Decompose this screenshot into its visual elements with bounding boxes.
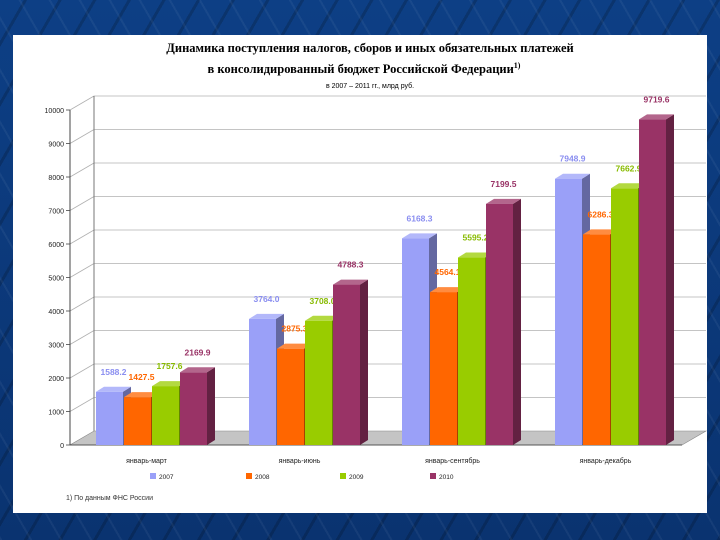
gridline-side <box>69 296 95 312</box>
y-tick-label: 6000 <box>48 242 64 249</box>
gridline-side <box>69 330 95 345</box>
bar-side <box>207 367 215 445</box>
chart-title-line-1: Динамика поступления налогов, сборов и и… <box>166 41 573 55</box>
bar-top <box>124 392 159 398</box>
bar-group <box>486 198 521 445</box>
bar-group <box>333 279 368 445</box>
data-label: 3708.0 <box>310 296 336 306</box>
bar <box>305 320 332 445</box>
bar-top <box>96 386 131 392</box>
y-tick-label: 9000 <box>48 142 64 149</box>
bar-top <box>402 233 437 239</box>
data-label: 6168.3 <box>407 213 433 223</box>
bar-top <box>458 252 493 258</box>
data-label: 1757.6 <box>157 361 183 371</box>
gridline-side <box>69 196 95 211</box>
data-label: 7948.9 <box>560 154 586 164</box>
x-category-label: январь-июнь <box>279 458 321 465</box>
bar <box>152 386 179 445</box>
data-label: 7662.9 <box>616 163 642 173</box>
y-tick-label: 0 <box>60 443 64 450</box>
y-tick-label: 8000 <box>48 175 64 182</box>
data-label: 2875.3 <box>282 324 308 334</box>
data-label: 9719.6 <box>644 94 670 104</box>
x-category-label: январь-сентябрь <box>425 457 480 465</box>
x-category-label: январь-декабрь <box>580 457 632 465</box>
bar-top <box>639 114 674 120</box>
bar <box>555 178 582 445</box>
data-label: 1588.2 <box>101 367 127 377</box>
y-tick-label: 4000 <box>48 309 64 316</box>
bar <box>458 257 485 445</box>
gridline-side <box>69 363 95 379</box>
bar-top <box>277 343 312 349</box>
bar <box>611 188 638 445</box>
bar-top <box>249 313 284 319</box>
bar-top <box>486 198 521 204</box>
data-label: 1427.5 <box>129 372 155 382</box>
gridline-side <box>69 263 95 278</box>
bar-side <box>360 279 368 445</box>
x-category-label: январь-март <box>126 458 168 465</box>
bar <box>402 238 429 445</box>
chart-footnote: 1) По данным ФНС России <box>66 495 153 502</box>
y-tick-label: 3000 <box>48 343 64 350</box>
bar-side <box>513 198 521 445</box>
legend-label: 2007 <box>159 474 174 481</box>
bar-side <box>666 114 674 445</box>
data-label: 3764.0 <box>254 294 280 304</box>
legend-swatch <box>150 473 156 479</box>
y-tick-label: 2000 <box>48 376 64 383</box>
data-label: 5595.2 <box>463 233 489 243</box>
data-label: 7199.5 <box>491 179 517 189</box>
bar <box>124 397 151 445</box>
legend-swatch <box>246 473 252 479</box>
legend-label: 2008 <box>255 474 270 481</box>
data-label: 6286.3 <box>588 209 614 219</box>
bar-top <box>430 287 465 293</box>
chart-title-line-2: в консолидированный бюджет Российской Фе… <box>208 61 521 76</box>
bar-group <box>402 233 437 445</box>
bar-top <box>305 315 340 321</box>
gridline-side <box>69 129 95 144</box>
bar-top <box>180 367 215 373</box>
bar <box>430 292 457 445</box>
gridline-side <box>69 162 95 178</box>
bar-top <box>152 381 187 387</box>
bar <box>486 203 513 445</box>
y-tick-label: 7000 <box>48 209 64 216</box>
data-label: 4564.1 <box>435 267 461 277</box>
title-superscript: 1) <box>514 61 521 70</box>
bar-top <box>611 183 646 189</box>
bar <box>249 318 276 445</box>
bar <box>277 348 304 445</box>
legend-label: 2009 <box>349 474 364 481</box>
bar <box>583 234 610 445</box>
bar-top <box>555 173 590 179</box>
legend-swatch <box>340 473 346 479</box>
y-tick-label: 1000 <box>48 410 64 417</box>
bar <box>96 391 123 445</box>
chart-subtitle: в 2007 – 2011 гг., млрд руб. <box>326 82 414 90</box>
plot-area: 0 1000 2000 3000 4000 5000 6000 7000 8000 9000 100… <box>45 94 708 481</box>
legend-label: 2010 <box>439 474 454 481</box>
gridline-side <box>69 95 95 111</box>
legend-swatch <box>430 473 436 479</box>
gridline-side <box>69 397 95 412</box>
data-label: 2169.9 <box>185 347 211 357</box>
bar-group <box>180 367 215 445</box>
bar <box>333 284 360 445</box>
bar <box>180 372 207 445</box>
chart-title-line-2-text: в консолидированный бюджет Российской Фе… <box>208 62 514 76</box>
gridline-side <box>69 229 95 245</box>
y-tick-label: 10000 <box>45 108 65 115</box>
data-label: 4788.3 <box>338 260 364 270</box>
y-tick-label: 5000 <box>48 276 64 283</box>
bar-group <box>639 114 674 445</box>
bar <box>639 119 666 445</box>
bar-top <box>583 229 618 235</box>
bar-top <box>333 279 368 285</box>
